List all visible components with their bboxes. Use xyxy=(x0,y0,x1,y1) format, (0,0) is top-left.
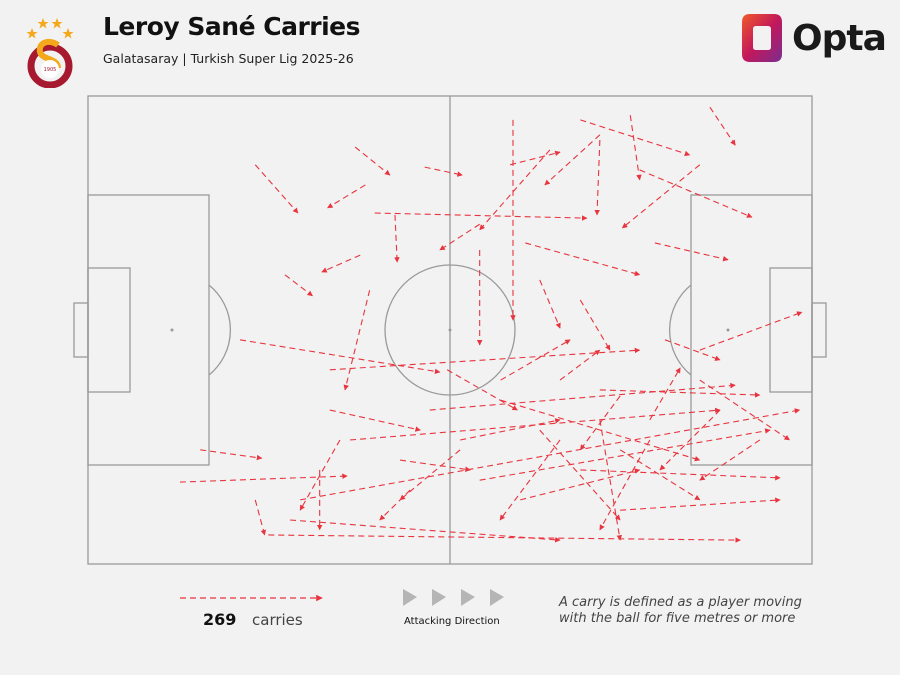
carry-arrow xyxy=(399,449,461,501)
right-penalty-spot xyxy=(726,328,730,332)
center-circle xyxy=(384,264,516,396)
chart-subtitle: Galatasaray | Turkish Super Lig 2025-26 xyxy=(103,51,354,66)
carry-arrow xyxy=(399,459,471,472)
carry-arrow xyxy=(580,119,691,157)
attacking-direction-arrows xyxy=(403,589,504,606)
carry-arrow xyxy=(379,489,411,521)
carry-arrow xyxy=(559,349,601,381)
carry-arrow xyxy=(539,279,561,329)
galatasaray-badge: 1905 xyxy=(24,12,76,92)
carry-arrow xyxy=(460,418,561,441)
carry-arrow xyxy=(200,449,263,461)
direction-arrow-icon xyxy=(403,589,417,606)
right-goal xyxy=(811,302,827,358)
carry-arrow xyxy=(424,166,463,177)
carry-arrow xyxy=(649,367,681,421)
carry-arrow xyxy=(394,214,400,263)
carry-arrow xyxy=(254,164,299,214)
carry-arrow xyxy=(621,164,701,229)
carry-arrow xyxy=(329,347,641,371)
left-penalty-arc xyxy=(208,284,231,376)
carry-arrow xyxy=(446,369,518,411)
right-penalty-arc xyxy=(669,284,692,376)
carry-definition-note: A carry is defined as a player moving wi… xyxy=(559,595,802,627)
carry-arrow xyxy=(599,389,761,398)
carry-arrow xyxy=(439,223,480,251)
right-penalty-box xyxy=(690,194,813,466)
carry-arrow xyxy=(239,339,441,375)
carry-arrow xyxy=(500,399,701,462)
carry-arrow xyxy=(499,439,561,521)
carry-arrow xyxy=(327,184,366,209)
carry-arrow xyxy=(599,419,623,541)
carry-arrow xyxy=(509,150,561,166)
carry-count: 269 xyxy=(203,610,237,629)
right-six-yard-box xyxy=(769,267,813,393)
carry-arrow xyxy=(289,519,561,543)
carry-arrow xyxy=(579,299,611,351)
carry-arrow xyxy=(599,439,651,531)
carries-layer xyxy=(179,106,803,543)
carry-arrow xyxy=(579,395,621,451)
carry-arrow xyxy=(520,468,641,501)
note-line-2: with the ball for five metres or more xyxy=(559,611,796,626)
star-icons xyxy=(26,18,74,39)
carry-arrow xyxy=(479,149,551,231)
carry-arrow xyxy=(179,473,348,483)
carry-arrow xyxy=(354,146,391,176)
carry-arrow xyxy=(300,408,801,501)
carry-arrow xyxy=(429,382,736,411)
direction-arrow-icon xyxy=(432,589,446,606)
chart-title: Leroy Sané Carries xyxy=(103,12,361,41)
carry-arrow xyxy=(268,534,741,543)
note-line-1: A carry is defined as a player moving xyxy=(559,595,802,610)
carry-arrow xyxy=(299,439,341,511)
left-six-yard-box xyxy=(87,267,131,393)
carry-arrow xyxy=(594,139,601,216)
carry-arrow xyxy=(500,339,571,381)
carry-arrow xyxy=(343,290,371,391)
svg-text:1905: 1905 xyxy=(44,67,57,73)
carry-arrow xyxy=(539,429,621,521)
opta-wordmark: Opta xyxy=(792,17,887,59)
left-goal xyxy=(73,302,89,358)
center-spot xyxy=(448,328,452,332)
carry-arrow xyxy=(619,449,701,501)
carry-arrow xyxy=(639,169,753,218)
carry-arrow xyxy=(699,311,803,351)
direction-arrow-icon xyxy=(461,589,475,606)
carry-arrow xyxy=(479,428,771,481)
carry-arrow xyxy=(525,242,641,277)
opta-mark-icon xyxy=(742,14,782,62)
left-penalty-spot xyxy=(170,328,174,332)
carry-arrow xyxy=(284,274,313,297)
carry-arrow xyxy=(544,134,601,186)
carry-arrow xyxy=(254,499,267,536)
carry-arrow xyxy=(620,497,781,511)
attacking-direction-label: Attacking Direction xyxy=(404,616,500,627)
carry-arrow xyxy=(699,379,791,441)
carry-arrow xyxy=(629,115,642,181)
carry-arrow xyxy=(699,439,761,481)
opta-logo: Opta xyxy=(740,12,887,64)
left-penalty-box xyxy=(87,194,210,466)
carry-arrow xyxy=(329,409,421,432)
carry-arrow xyxy=(350,407,721,441)
carry-count-label: carries xyxy=(252,611,303,629)
direction-arrow-icon xyxy=(490,589,504,606)
carry-arrow xyxy=(659,409,721,471)
carry-arrow xyxy=(580,469,781,481)
carry-arrow xyxy=(654,242,729,262)
carry-arrow xyxy=(374,212,588,221)
carry-arrow xyxy=(709,106,736,146)
carry-arrow xyxy=(321,254,361,273)
